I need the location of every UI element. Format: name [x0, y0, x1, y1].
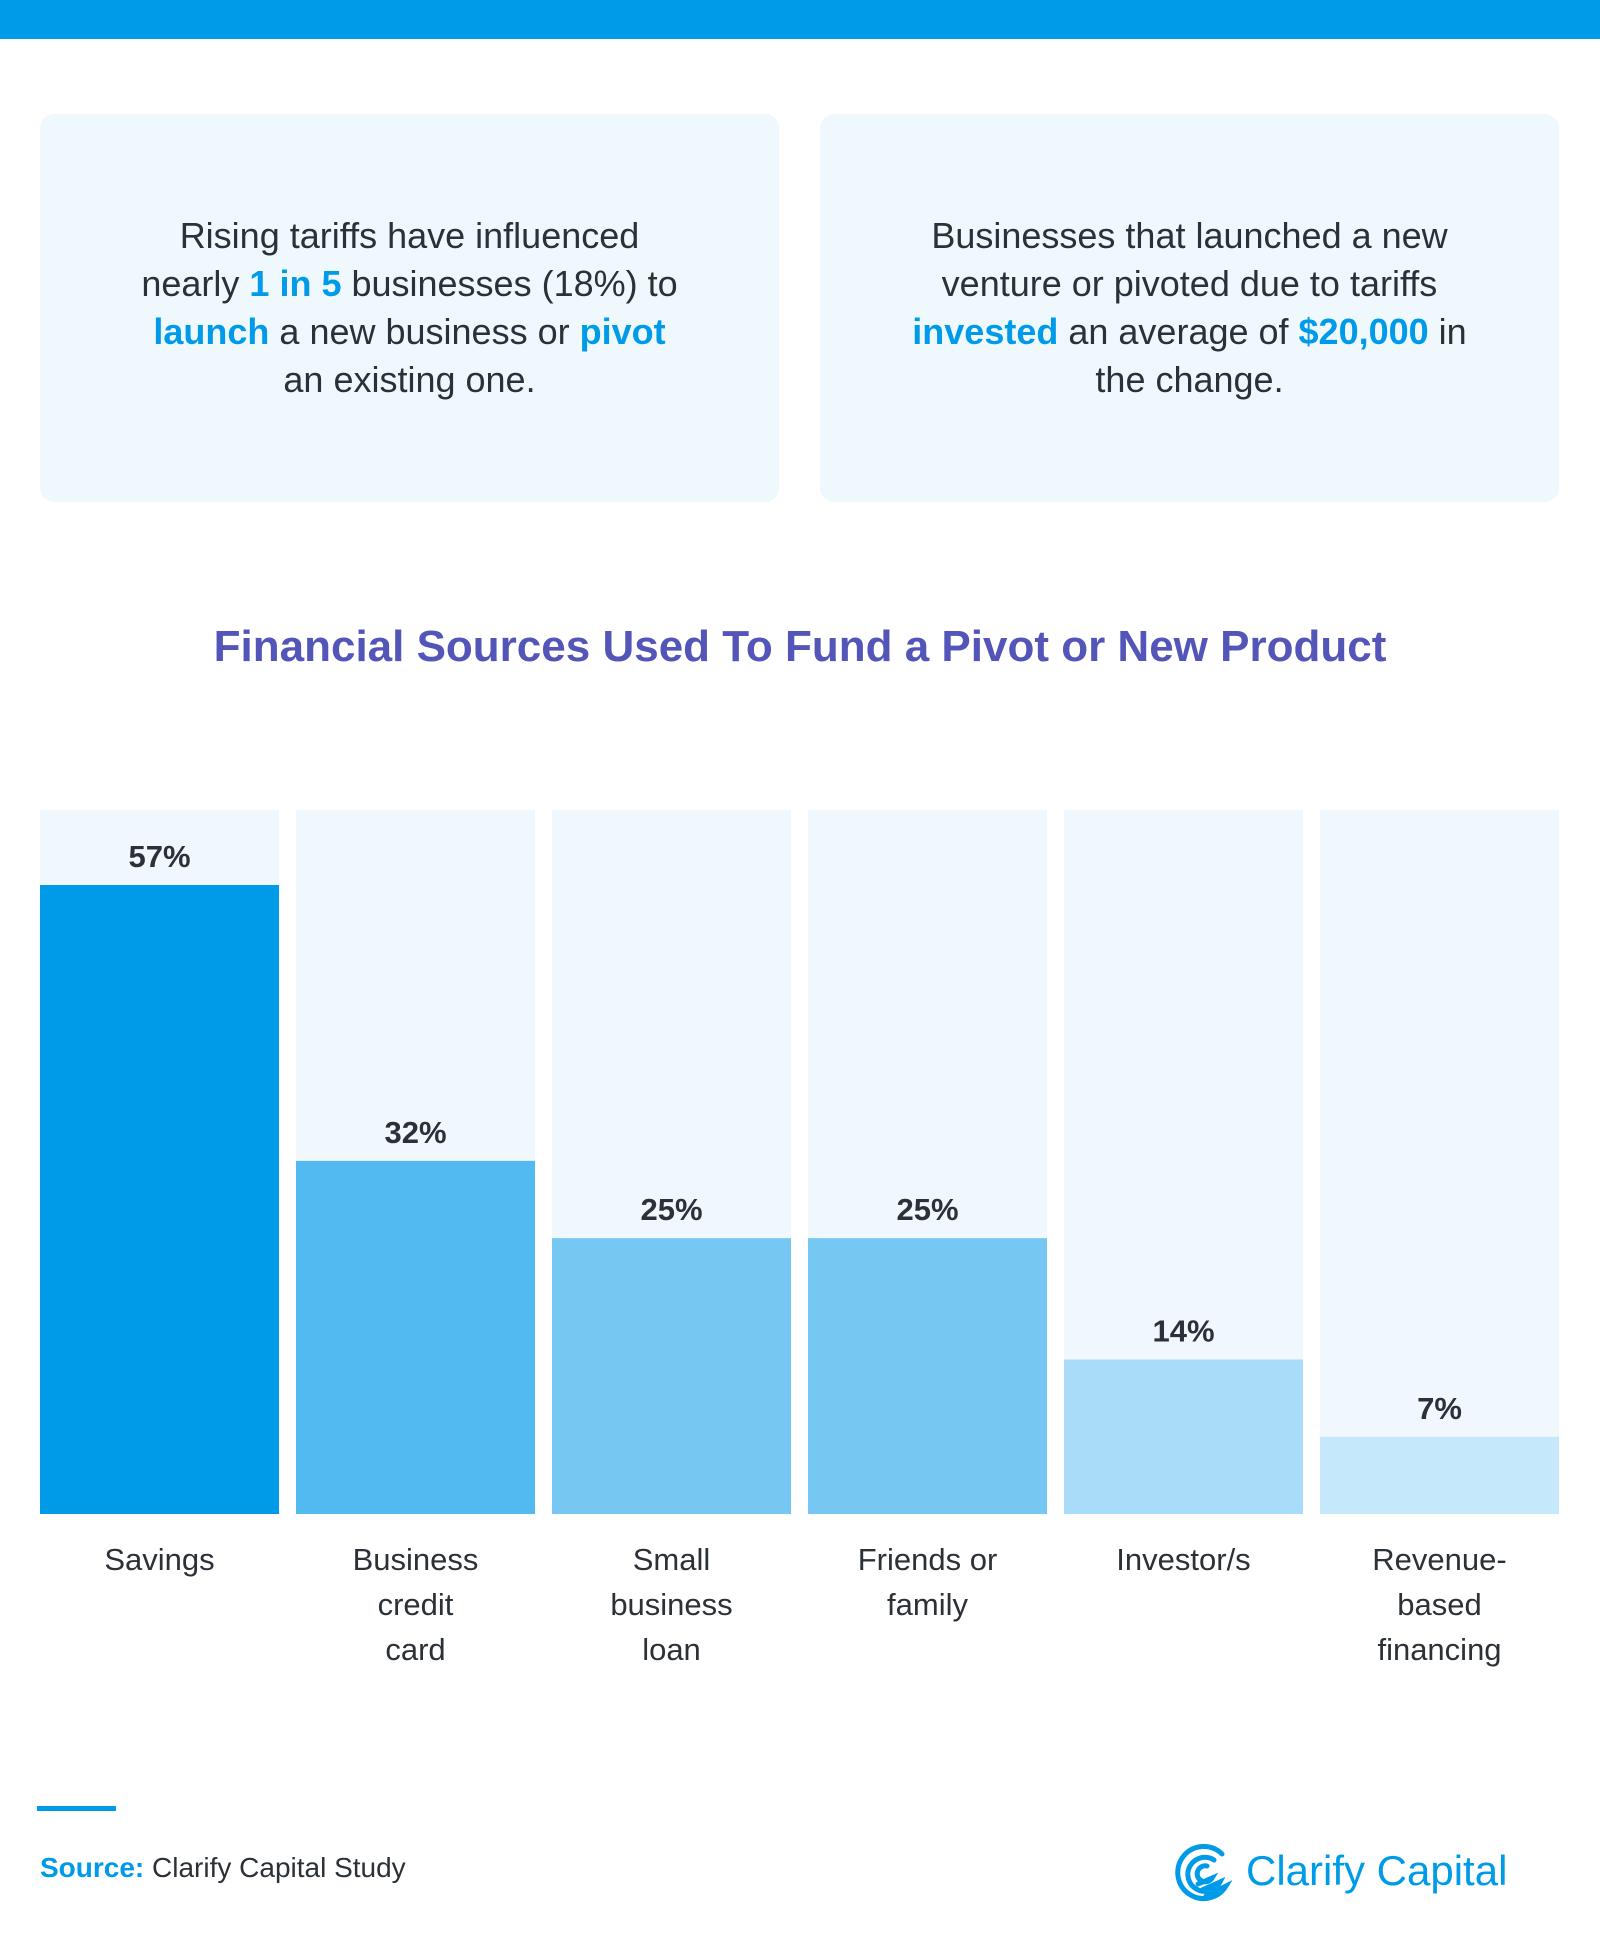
highlight-text: $20,000 [1298, 311, 1429, 352]
logo-text: Clarify Capital [1246, 1847, 1508, 1894]
stat-text: Businesses that launched a new venture o… [910, 212, 1470, 404]
stat-text-fragment: an average of [1058, 311, 1299, 352]
category-label: Business [353, 1542, 479, 1577]
highlight-text: launch [153, 311, 270, 352]
category-label: Friends or [858, 1542, 998, 1577]
stat-text-fragment: in the change. [1095, 311, 1467, 400]
clarify-capital-logo-icon [1175, 1844, 1232, 1901]
category-label: Revenue- [1372, 1542, 1506, 1577]
bar-value-label: 32% [384, 1115, 446, 1150]
stat-text-fragment: businesses (18%) to [341, 263, 678, 304]
category-label: credit [378, 1587, 454, 1622]
chart-title: Financial Sources Used To Fund a Pivot o… [213, 622, 1387, 671]
clarify-capital-logo: Clarify Capital [1170, 1840, 1507, 1902]
stat-card-launch-pivot: Rising tariffs have influenced nearly 1 … [40, 114, 779, 502]
bar-background [1320, 810, 1559, 1514]
highlight-text: invested [912, 311, 1059, 352]
stat-text-fragment: Businesses that launched a new venture o… [931, 215, 1448, 304]
bar [552, 1238, 791, 1514]
footer-divider [37, 1806, 116, 1811]
stat-text-fragment: Rising tariffs have influenced nearly [141, 215, 640, 304]
bar-value-label: 25% [896, 1192, 958, 1227]
bar [808, 1238, 1047, 1514]
bar [1064, 1359, 1303, 1514]
bar-value-label: 57% [128, 839, 190, 874]
highlight-text: 1 in 5 [249, 263, 342, 304]
top-accent-bar [0, 0, 1600, 39]
category-label: family [887, 1587, 968, 1622]
source-text: Clarify Capital Study [144, 1852, 406, 1883]
category-label: Savings [104, 1542, 214, 1577]
source-label: Source: [40, 1852, 145, 1883]
source-note: Source: Clarify Capital Study [40, 1852, 406, 1884]
bar-value-label: 25% [640, 1192, 702, 1227]
bar [1320, 1436, 1559, 1514]
stat-text-fragment: an existing one. [283, 359, 536, 400]
stat-text: Rising tariffs have influenced nearly 1 … [130, 212, 690, 404]
category-label: loan [642, 1632, 701, 1667]
category-label: card [385, 1632, 445, 1667]
bar-value-label: 14% [1152, 1314, 1214, 1349]
bar [40, 885, 279, 1514]
category-label: based [1397, 1587, 1481, 1622]
category-label: Small [633, 1542, 711, 1577]
stat-text-fragment: a new business or [269, 311, 580, 352]
bar [296, 1160, 535, 1514]
highlight-text: pivot [579, 311, 666, 352]
category-label: business [610, 1587, 732, 1622]
bar-value-label: 7% [1417, 1391, 1462, 1426]
stat-card-investment: Businesses that launched a new venture o… [820, 114, 1559, 502]
category-label: financing [1377, 1632, 1501, 1667]
category-label: Investor/s [1116, 1542, 1250, 1577]
